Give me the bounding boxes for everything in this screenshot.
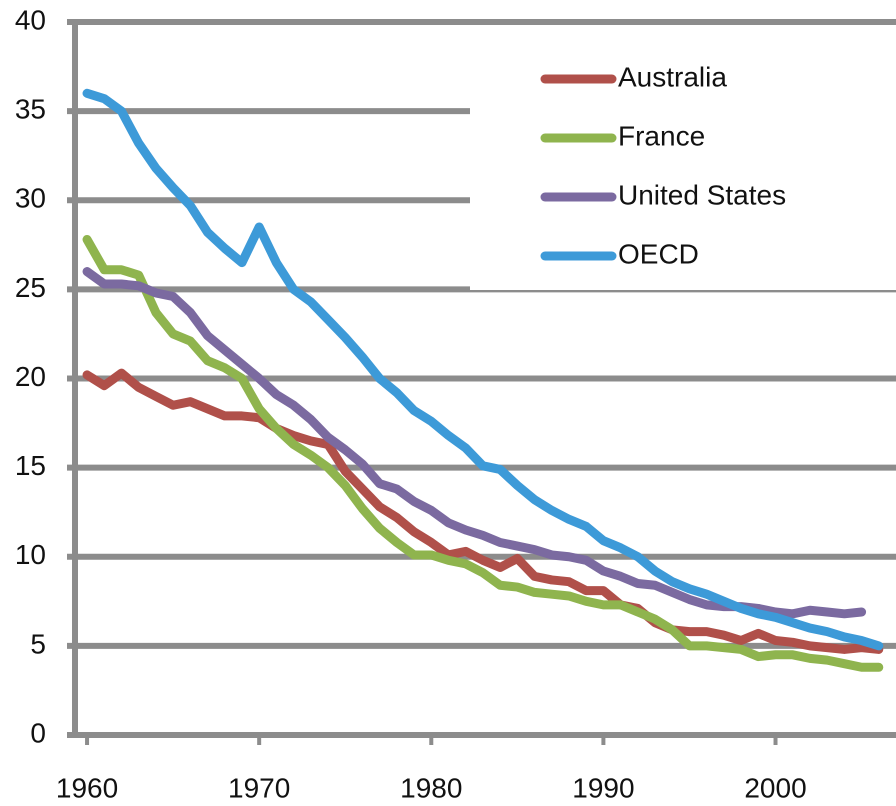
x-tick-label: 1990 [572,772,634,803]
x-tick-label: 1980 [400,772,462,803]
legend-label: France [618,120,705,151]
series-line [82,267,867,619]
y-tick-label: 25 [15,272,46,303]
series-line [82,88,884,651]
legend-box [470,52,896,290]
x-tick-label: 1960 [56,772,118,803]
y-tick-label: 5 [30,628,46,659]
x-tick-label: 1970 [228,772,290,803]
series-line [82,234,884,672]
x-tick-label: 2000 [744,772,806,803]
series-line [82,368,884,654]
y-tick-label: 35 [15,94,46,125]
legend-label: Australia [618,61,727,92]
y-tick-label: 40 [15,4,46,35]
y-tick-label: 0 [30,717,46,748]
y-tick-label: 15 [15,450,46,481]
y-tick-label: 10 [15,539,46,570]
legend-label: United States [618,179,786,210]
y-tick-label: 30 [15,183,46,214]
y-tick-label: 20 [15,361,46,392]
legend-label: OECD [618,238,699,269]
